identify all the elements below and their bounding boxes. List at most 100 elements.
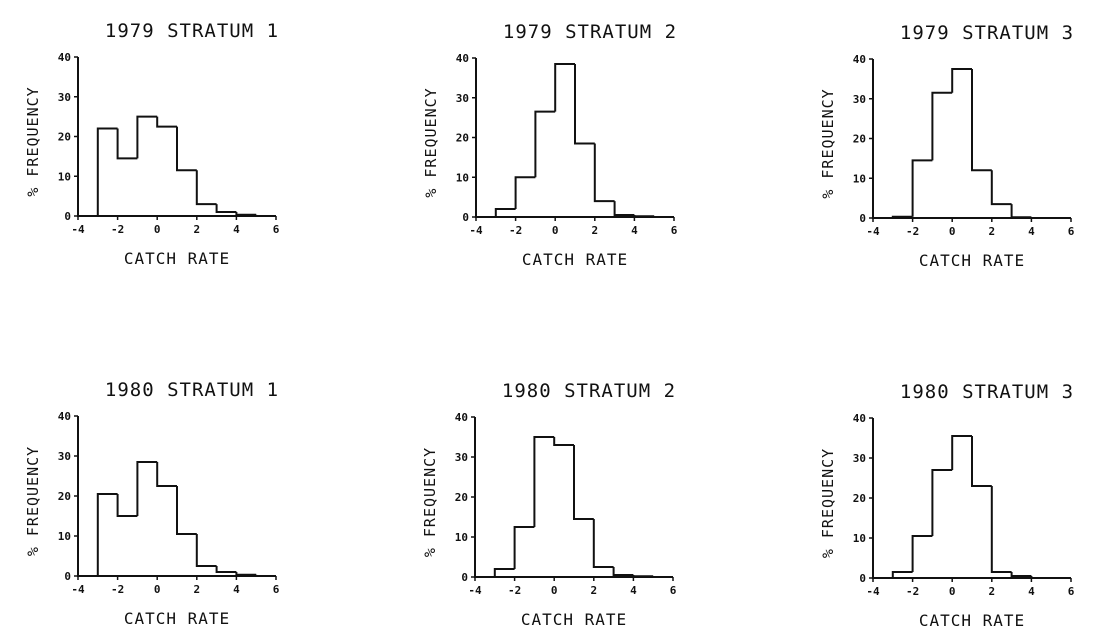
histogram-panel-6: 1980 STRATUM 3 0 10 20 30 40 -4 -2 0 2 4 6 CATCH RAT…	[819, 381, 1075, 630]
x-tick-label: -4	[866, 585, 880, 598]
y-tick-label: 10	[853, 532, 866, 545]
histogram-bar	[1010, 204, 1032, 219]
histogram-bar	[931, 91, 953, 161]
histogram-bar	[176, 126, 197, 172]
x-axis-label: CATCH RATE	[124, 249, 230, 268]
y-tick-label: 40	[58, 410, 71, 423]
y-tick-label: 30	[455, 451, 468, 464]
histogram-bar	[971, 68, 992, 172]
x-tick-label: 4	[631, 224, 638, 237]
histogram-bar	[891, 215, 913, 218]
histogram-bar	[136, 461, 158, 516]
histogram-bar	[891, 571, 913, 578]
histogram-bar	[573, 445, 594, 520]
histogram-bar	[156, 116, 177, 128]
histogram-bar	[215, 204, 237, 214]
histogram-panel-5: 1980 STRATUM 2 0 10 20 30 40 -4 -2 0 2 4 6 CATCH RAT…	[421, 380, 677, 629]
y-tick-label: 20	[853, 492, 866, 505]
x-axis-label: CATCH RATE	[124, 609, 230, 628]
histogram-bar	[195, 534, 217, 567]
x-tick-label: 0	[154, 223, 161, 236]
y-tick-label: 0	[462, 211, 469, 224]
x-axis-label: CATCH RATE	[919, 251, 1025, 270]
y-tick-label: 40	[58, 51, 71, 64]
y-tick-label: 0	[64, 210, 71, 223]
histogram-bar	[136, 115, 158, 159]
x-tick-label: 2	[193, 223, 200, 236]
x-tick-label: 6	[1068, 585, 1075, 598]
histogram-bar	[593, 143, 615, 203]
histogram-bar	[235, 212, 257, 216]
histogram-bar	[156, 462, 177, 487]
y-tick-label: 30	[853, 452, 866, 465]
histogram-panel-1: 1979 STRATUM 1 0 10 20 30 40 -4 -2 0 2 4 6 CATCH RAT…	[24, 20, 280, 268]
x-tick-label: 4	[630, 584, 637, 597]
x-tick-label: 6	[273, 583, 280, 596]
y-tick-label: 10	[455, 531, 468, 544]
x-axis-label: CATCH RATE	[522, 250, 628, 269]
x-tick-label: 4	[233, 583, 240, 596]
y-axis-label: % FREQUENCY	[24, 446, 42, 556]
y-tick-label: 20	[58, 490, 71, 503]
y-axis-label: % FREQUENCY	[24, 86, 42, 196]
chart-title: 1979 STRATUM 2	[503, 21, 677, 43]
x-tick-label: -4	[468, 584, 482, 597]
histogram-panel-4: 1980 STRATUM 1 0 10 20 30 40 -4 -2 0 2 4 6 CATCH RAT…	[24, 379, 280, 628]
y-axis-label: % FREQUENCY	[819, 448, 837, 558]
histogram-panel-2: 1979 STRATUM 2 0 10 20 30 40 -4 -2 0 2 4 6 CATCH RAT…	[422, 21, 678, 269]
y-tick-label: 0	[461, 571, 468, 584]
histogram-bar	[990, 170, 1012, 206]
chart-title: 1979 STRATUM 1	[105, 20, 279, 42]
y-tick-label: 40	[455, 411, 468, 424]
histogram-bar	[553, 437, 574, 446]
y-tick-label: 10	[58, 530, 71, 543]
x-tick-label: -2	[111, 223, 124, 236]
histogram-bar	[96, 127, 118, 216]
y-tick-label: 20	[456, 132, 469, 145]
x-tick-label: -2	[508, 584, 521, 597]
y-tick-label: 10	[853, 172, 866, 185]
x-tick-label: -4	[866, 225, 880, 238]
y-tick-label: 20	[455, 491, 468, 504]
y-tick-label: 0	[859, 212, 866, 225]
histogram-bar	[176, 486, 197, 535]
histogram-bar	[911, 159, 933, 217]
histogram-bar	[195, 170, 217, 206]
y-tick-label: 30	[853, 93, 866, 106]
histogram-bar	[633, 215, 655, 218]
x-tick-label: 0	[551, 584, 558, 597]
histogram-bar	[235, 572, 257, 576]
histogram-bar	[612, 567, 634, 576]
x-tick-label: 6	[671, 224, 678, 237]
histogram-bar	[951, 435, 972, 470]
chart-title: 1980 STRATUM 1	[105, 379, 279, 401]
histogram-bar	[574, 63, 595, 145]
y-tick-label: 40	[456, 52, 469, 65]
histogram-bar	[554, 62, 575, 112]
histogram-bar	[534, 110, 556, 178]
histogram-bar	[494, 208, 516, 217]
x-tick-label: -4	[71, 583, 85, 596]
chart-title: 1980 STRATUM 3	[900, 381, 1074, 403]
chart-title: 1980 STRATUM 2	[502, 380, 676, 402]
y-tick-label: 10	[456, 171, 469, 184]
histogram-bar	[1010, 572, 1032, 577]
x-tick-label: 4	[1028, 225, 1035, 238]
histogram-bar	[96, 493, 118, 576]
x-tick-label: 0	[949, 585, 956, 598]
x-tick-label: 0	[552, 224, 559, 237]
y-tick-label: 30	[456, 92, 469, 105]
x-tick-label: 4	[1028, 585, 1035, 598]
x-axis-label: CATCH RATE	[521, 610, 627, 629]
x-tick-label: 2	[591, 224, 598, 237]
histogram-bar	[215, 566, 237, 573]
x-tick-label: -2	[906, 585, 919, 598]
x-tick-label: 6	[1068, 225, 1075, 238]
histogram-bar	[592, 519, 614, 568]
x-tick-label: 2	[988, 225, 995, 238]
y-axis-label: % FREQUENCY	[422, 87, 440, 197]
y-tick-label: 30	[58, 91, 71, 104]
x-tick-label: -2	[111, 583, 124, 596]
histogram-bar	[613, 201, 635, 217]
